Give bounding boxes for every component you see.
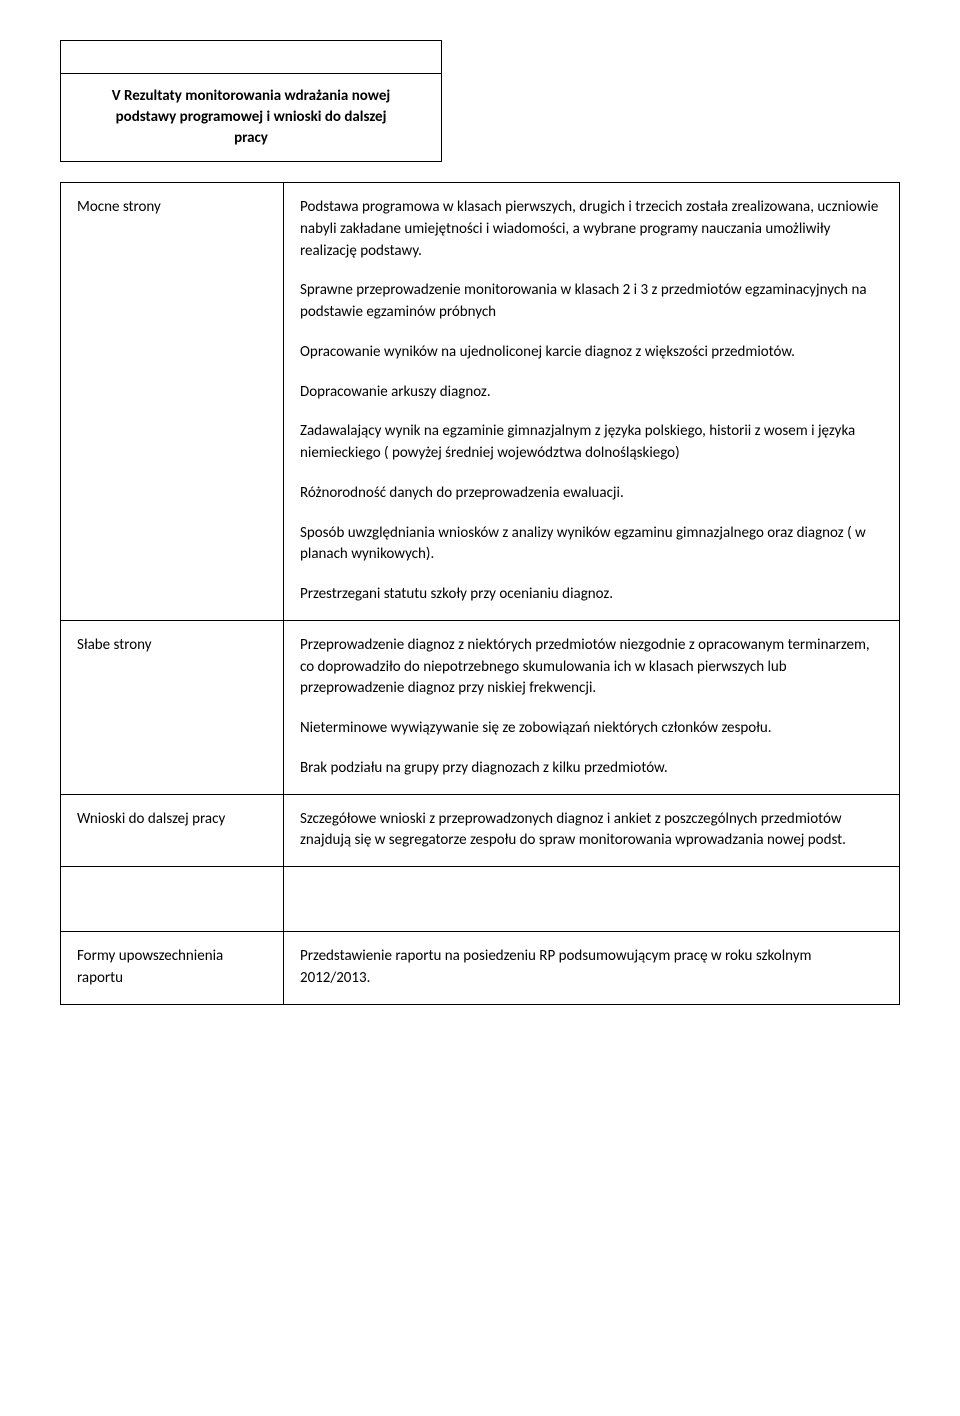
formy-label-line1: Formy upowszechnienia [77,947,223,965]
slabe-p1: Przeprowadzenie diagnoz z niektórych prz… [300,635,883,700]
row-content-wnioski: Szczegółowe wnioski z przeprowadzonych d… [284,794,900,867]
mocne-p7: Sposób uwzględniania wniosków z analizy … [300,523,883,567]
row-content-formy: Przedstawienie raportu na posiedzeniu RP… [284,932,900,1005]
mocne-p8: Przestrzegani statutu szkoły przy ocenia… [300,584,883,606]
row-content-slabe: Przeprowadzenie diagnoz z niektórych prz… [284,620,900,794]
formy-label-line2: raportu [77,969,123,987]
mocne-p2: Sprawne przeprowadzenie monitorowania w … [300,280,883,324]
table-spacer-row [61,867,900,932]
mocne-p3: Opracowanie wyników na ujednoliconej kar… [300,342,883,364]
results-table: Mocne strony Podstawa programowa w klasa… [60,182,900,1005]
row-label-mocne: Mocne strony [61,183,284,621]
section-title: V Rezultaty monitorowania wdrażania nowe… [61,74,441,161]
spacer-cell-left [61,867,284,932]
section-title-line3: pracy [234,129,268,147]
mocne-p6: Różnorodność danych do przeprowadzenia e… [300,483,883,505]
formy-p1: Przedstawienie raportu na posiedzeniu RP… [300,946,883,990]
section-title-line1: V Rezultaty monitorowania wdrażania nowe… [112,87,391,105]
spacer-cell-right [284,867,900,932]
table-row: Formy upowszechnienia raportu Przedstawi… [61,932,900,1005]
row-label-wnioski: Wnioski do dalszej pracy [61,794,284,867]
wnioski-p1: Szczegółowe wnioski z przeprowadzonych d… [300,809,883,853]
slabe-p3: Brak podziału na grupy przy diagnozach z… [300,758,883,780]
section-title-line2: podstawy programowej i wnioski do dalsze… [116,108,387,126]
row-label-formy: Formy upowszechnienia raportu [61,932,284,1005]
mocne-p5: Zadawalający wynik na egzaminie gimnazja… [300,421,883,465]
row-label-slabe: Słabe strony [61,620,284,794]
table-row: Mocne strony Podstawa programowa w klasa… [61,183,900,621]
table-row: Słabe strony Przeprowadzenie diagnoz z n… [61,620,900,794]
table-row: Wnioski do dalszej pracy Szczegółowe wni… [61,794,900,867]
row-content-mocne: Podstawa programowa w klasach pierwszych… [284,183,900,621]
header-empty-cell [61,41,441,74]
section-header-box: V Rezultaty monitorowania wdrażania nowe… [60,40,442,162]
mocne-p1: Podstawa programowa w klasach pierwszych… [300,197,883,262]
mocne-p4: Dopracowanie arkuszy diagnoz. [300,382,883,404]
slabe-p2: Nieterminowe wywiązywanie się ze zobowią… [300,718,883,740]
